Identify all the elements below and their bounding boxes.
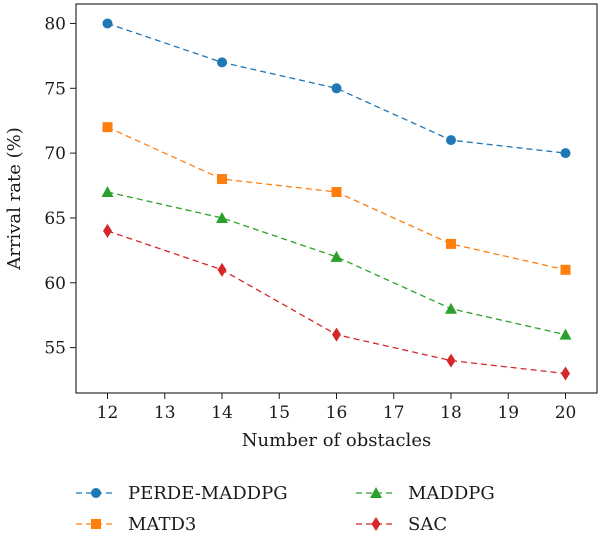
y-tick-label: 75 <box>44 79 66 99</box>
legend-item: MADDPG <box>356 483 495 504</box>
y-axis: 55 60 65 70 75 80 <box>44 14 76 359</box>
x-tick-label: 12 <box>97 403 119 423</box>
data-point <box>215 211 228 223</box>
data-point <box>330 250 343 262</box>
legend-marker <box>91 519 101 529</box>
data-point <box>331 187 342 198</box>
data-point <box>102 223 112 238</box>
series-layer <box>101 18 572 381</box>
x-axis: 12 13 14 15 16 17 18 19 20 <box>97 393 577 423</box>
data-point <box>217 262 227 277</box>
legend: PERDE-MADDPG MATD3 MADDPG SAC <box>76 483 495 535</box>
legend-label: SAC <box>408 514 447 535</box>
data-point <box>560 148 571 159</box>
series-maddpg <box>101 186 572 340</box>
x-tick-label: 14 <box>211 403 233 423</box>
y-tick-label: 80 <box>44 14 66 34</box>
legend-marker <box>370 487 382 498</box>
legend-marker <box>371 517 381 531</box>
data-point <box>332 327 341 342</box>
data-point <box>446 353 456 368</box>
legend-marker <box>91 488 101 498</box>
y-tick-label: 60 <box>44 274 66 294</box>
legend-label: MATD3 <box>128 514 196 535</box>
x-tick-label: 19 <box>497 403 519 423</box>
legend-item: MATD3 <box>76 514 196 535</box>
data-point <box>446 238 457 249</box>
series-matd3 <box>102 122 571 275</box>
series-perde-maddpg <box>102 18 571 159</box>
data-point <box>331 83 342 94</box>
x-tick-label: 20 <box>555 403 577 423</box>
data-point <box>102 122 113 133</box>
legend-label: MADDPG <box>408 483 495 504</box>
x-tick-label: 13 <box>154 403 176 423</box>
y-tick-label: 55 <box>44 339 66 359</box>
data-point <box>445 302 458 314</box>
data-point <box>216 57 227 68</box>
data-point <box>560 264 571 275</box>
series-line <box>107 191 566 336</box>
data-point <box>446 135 457 146</box>
x-tick-label: 17 <box>383 403 405 423</box>
series-sac <box>102 223 571 381</box>
y-tick-label: 70 <box>44 144 66 164</box>
data-point <box>559 328 572 340</box>
legend-label: PERDE-MADDPG <box>128 483 288 504</box>
x-axis-title: Number of obstacles <box>242 430 431 451</box>
legend-item: PERDE-MADDPG <box>76 483 288 504</box>
data-point <box>101 186 114 198</box>
data-point <box>561 366 571 381</box>
data-point <box>216 174 227 185</box>
x-tick-label: 16 <box>326 403 348 423</box>
y-tick-label: 65 <box>44 209 66 229</box>
legend-item: SAC <box>356 514 447 535</box>
data-point <box>102 18 113 29</box>
y-axis-title: Arrival rate (%) <box>4 127 25 270</box>
series-line <box>107 126 566 271</box>
x-tick-label: 18 <box>440 403 462 423</box>
x-tick-label: 15 <box>268 403 290 423</box>
series-line <box>107 22 566 154</box>
